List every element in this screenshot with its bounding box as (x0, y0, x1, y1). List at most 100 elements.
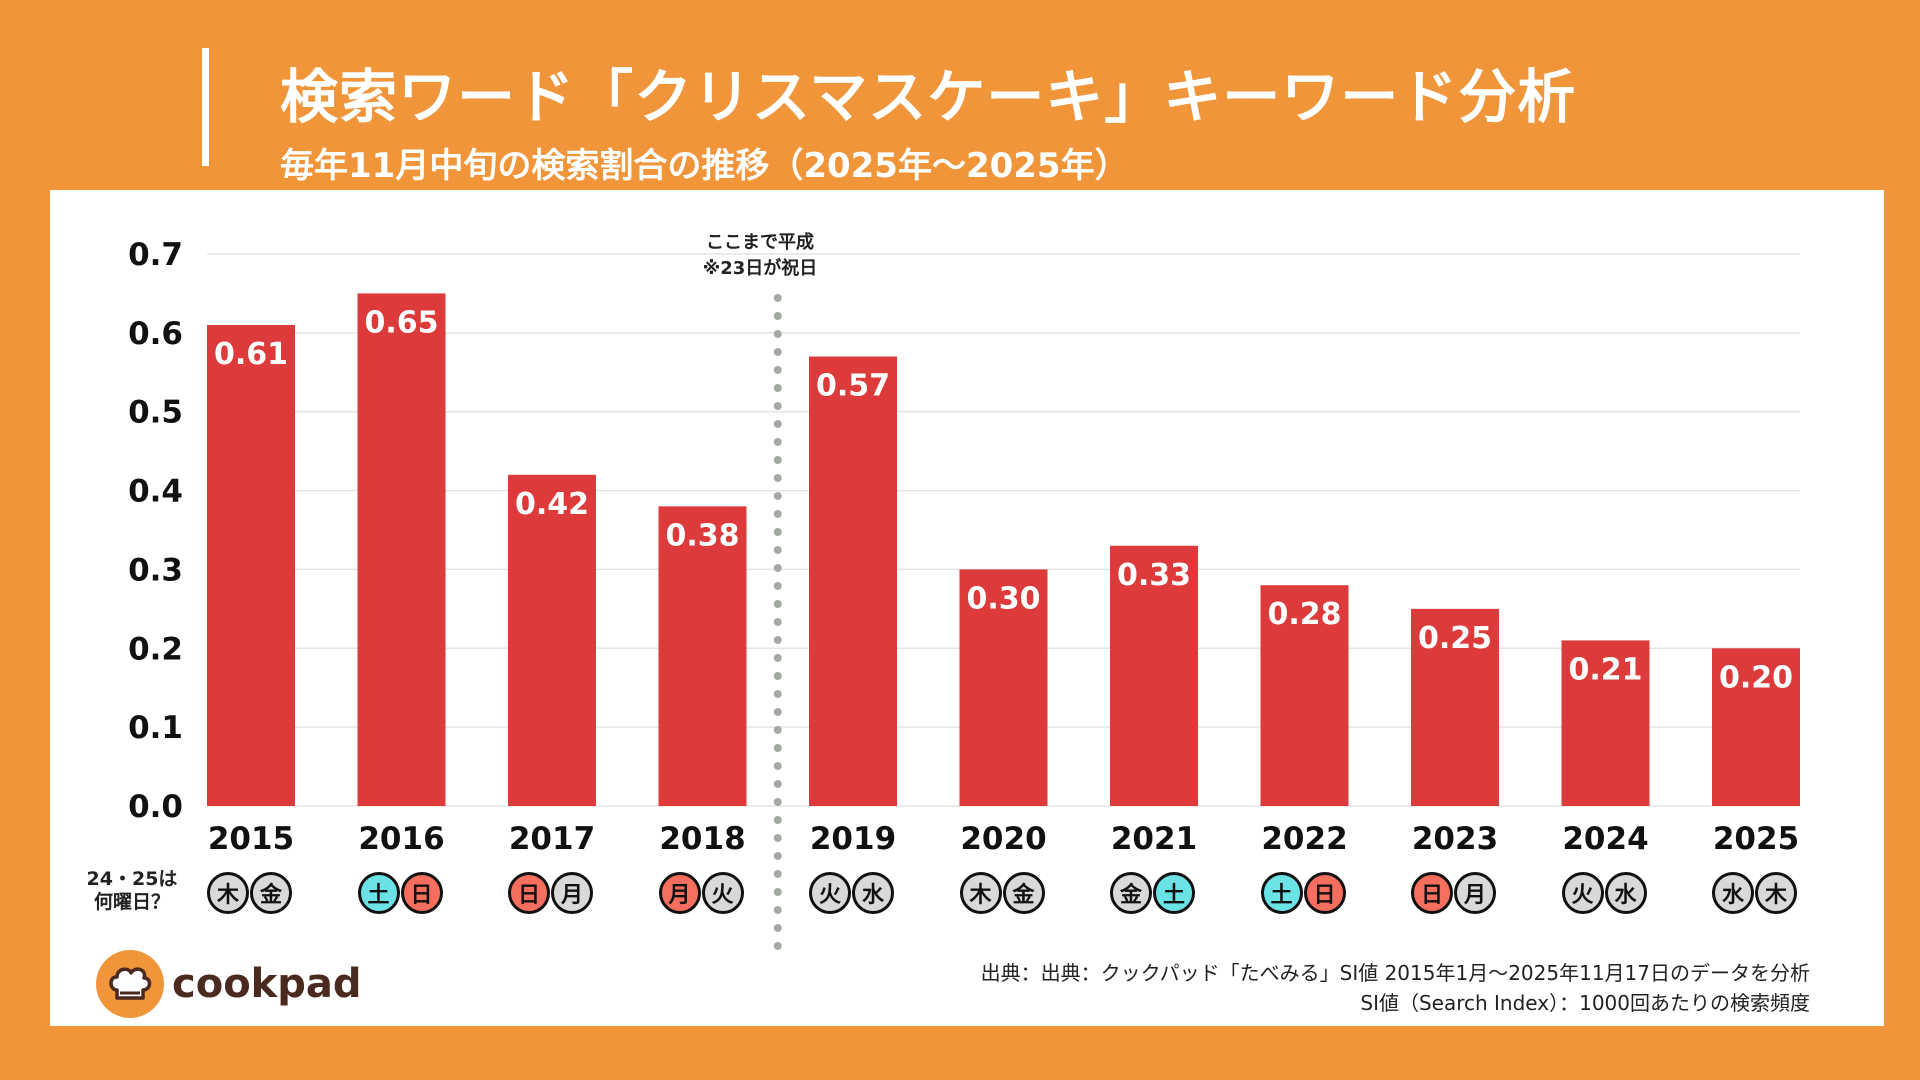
divider-dot (773, 834, 782, 842)
value-label: 0.33 (1117, 558, 1191, 593)
divider-dot (773, 852, 782, 860)
x-axis-ticks: 2015 2016 2017 2018 2019 2020 2021 2022 2023 2024… (208, 821, 1799, 857)
day-badge-holiday: 日 (508, 872, 550, 914)
divider-dot (773, 708, 782, 716)
divider-dot (773, 564, 782, 572)
x-tick-label: 2016 (358, 821, 444, 857)
era-divider-dotted-line (773, 294, 782, 950)
divider-dot (773, 510, 782, 518)
divider-dot (773, 924, 782, 932)
value-label: 0.57 (816, 369, 890, 404)
divider-dot (773, 546, 782, 554)
divider-dot (773, 474, 782, 482)
page-title: 検索ワード「クリスマスケーキ」キーワード分析 (280, 63, 1577, 131)
y-tick-label: 0.2 (128, 631, 183, 667)
divider-dot (773, 456, 782, 464)
day-badge-saturday: 土 (357, 872, 400, 914)
divider-dot (773, 816, 782, 824)
bar-2015 (207, 324, 295, 806)
day-badge-holiday: 日 (400, 872, 443, 914)
value-label: 0.25 (1418, 621, 1492, 656)
value-label: 0.42 (515, 487, 589, 522)
source-line-1: 出典：出典：クックパッド「たべみる」SI値 2015年1月〜2025年11月17… (980, 961, 1810, 985)
x-tick-label: 2020 (960, 821, 1046, 857)
divider-dot (773, 888, 782, 896)
day-badge-weekday: 火 (809, 872, 851, 914)
day-badge-weekday: 木 (959, 872, 1002, 914)
x-tick-label: 2015 (208, 821, 294, 857)
divider-dot (773, 780, 782, 788)
divider-dot (773, 348, 782, 356)
chef-hat-icon (96, 950, 164, 1018)
divider-dot (773, 744, 782, 752)
divider-dot (773, 492, 782, 500)
y-tick-label: 0.6 (128, 316, 183, 352)
divider-dot (773, 582, 782, 590)
logo-text: cookpad (172, 961, 362, 1007)
x-tick-label: 2024 (1562, 821, 1648, 857)
divider-dot (773, 312, 782, 320)
divider-dot (773, 600, 782, 608)
value-label: 0.28 (1267, 597, 1341, 632)
day-badge-weekday: 金 (250, 872, 292, 914)
divider-dot (773, 420, 782, 428)
divider-dot (773, 294, 782, 302)
page-subtitle: 毎年11月中旬の検索割合の推移（2025年〜2025年） (280, 146, 1129, 186)
divider-dot (773, 690, 782, 698)
divider-dot (773, 366, 782, 374)
y-axis-ticks: 0.0 0.1 0.2 0.3 0.4 0.5 0.6 0.7 (128, 237, 183, 825)
day-badge-weekday: 木 (1755, 872, 1797, 914)
y-tick-label: 0.5 (128, 395, 183, 431)
bar-2017 (508, 474, 596, 806)
bars (207, 293, 1800, 806)
divider-dot (773, 636, 782, 644)
day-badge-weekday: 水 (1712, 872, 1754, 914)
day-badge-weekday: 月 (1454, 872, 1496, 914)
y-tick-label: 0.3 (128, 552, 183, 588)
bar-2023 (1411, 608, 1499, 806)
value-label: 0.21 (1568, 652, 1642, 687)
x-tick-label: 2019 (810, 821, 896, 857)
bar-2022 (1260, 585, 1349, 806)
title-accent-bar (202, 48, 209, 166)
bar-2016 (357, 293, 446, 806)
divider-dot (773, 654, 782, 662)
divider-dot (773, 870, 782, 878)
divider-dot (773, 798, 782, 806)
y-tick-label: 0.1 (128, 710, 183, 746)
value-labels: 0.61 0.65 0.42 0.38 0.57 0.30 0.33 0.28 0.25 0.21… (214, 305, 1793, 695)
value-label: 0.20 (1719, 660, 1793, 695)
day-badge-holiday: 日 (1411, 872, 1453, 914)
divider-dot (773, 402, 782, 410)
value-label: 0.61 (214, 337, 288, 372)
y-tick-label: 0.7 (128, 237, 183, 273)
bar-2019 (809, 356, 897, 806)
bar-2018 (658, 506, 747, 806)
divider-dot (773, 942, 782, 950)
day-badge-saturday: 土 (1260, 872, 1303, 914)
day-of-week-label: 24・25は 何曜日？ (82, 868, 182, 914)
day-badge-weekday: 水 (852, 872, 894, 914)
day-badge-weekday: 火 (1561, 872, 1604, 914)
cookpad-logo: cookpad (96, 950, 362, 1018)
value-label: 0.38 (665, 518, 739, 553)
day-badge-weekday: 金 (1002, 872, 1045, 914)
divider-dot (773, 618, 782, 626)
divider-dot (773, 906, 782, 914)
divider-dot (773, 528, 782, 536)
day-badge-holiday: 日 (1303, 872, 1346, 914)
bar-2021 (1110, 545, 1198, 806)
y-tick-label: 0.0 (128, 789, 183, 825)
bar-2025 (1712, 648, 1800, 806)
source-note: 出典：出典：クックパッド「たべみる」SI値 2015年1月〜2025年11月17… (981, 958, 1810, 1018)
divider-dot (773, 384, 782, 392)
day-badge-weekday: 火 (701, 872, 744, 914)
x-tick-label: 2022 (1261, 821, 1347, 857)
day-of-week-label-line2: 何曜日？ (93, 891, 170, 913)
era-annotation-line1: ここまで平成 (706, 232, 814, 253)
x-tick-label: 2023 (1412, 821, 1498, 857)
x-tick-label: 2018 (659, 821, 745, 857)
day-badge-holiday: 月 (658, 872, 701, 914)
divider-dot (773, 726, 782, 734)
